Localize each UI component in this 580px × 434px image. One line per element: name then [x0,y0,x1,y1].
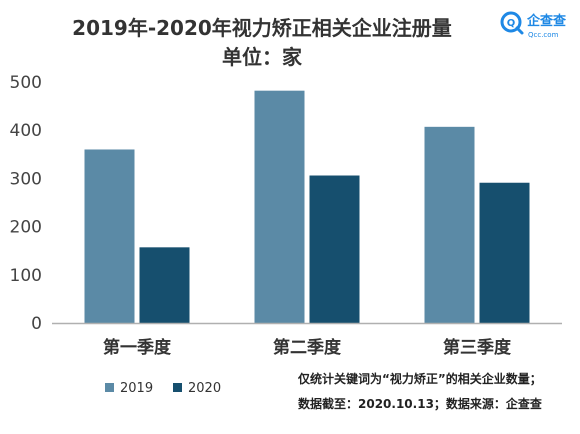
bar-2020-1 [139,247,190,323]
svg-text:Q: Q [507,18,516,29]
bar-2019-3 [424,126,475,324]
footnote-source: 数据截至：2020.10.13；数据来源：企查查 [298,396,543,411]
y-tick-label: 300 [10,169,42,189]
x-category-label: 第二季度 [273,337,342,358]
x-category-label: 第三季度 [443,337,512,358]
y-tick-label: 0 [31,314,42,334]
legend-label-2019: 2019 [120,381,153,396]
bar-2020-3 [479,182,530,323]
magnifier-logo-icon: Q [500,11,524,35]
y-tick-label: 100 [10,266,42,286]
bar-2019-1 [84,149,135,323]
legend-label-2020: 2020 [188,381,221,396]
y-axis: 0 100 200 300 400 500 [10,73,42,334]
y-tick-label: 500 [10,73,42,93]
legend: 2019 2020 [105,381,221,396]
x-axis-categories: 第一季度 第二季度 第三季度 [103,337,512,358]
bar-2020-2 [309,175,360,323]
legend-swatch-2020 [173,383,182,392]
footnote-scope: 仅统计关键词为“视力矫正”的相关企业数量； [297,371,542,386]
legend-swatch-2019 [105,383,114,392]
chart-title: 2019年-2020年视力矫正相关企业注册量 [72,16,452,40]
y-tick-label: 200 [10,218,42,238]
logo-name: 企查查 [526,13,567,29]
x-category-label: 第一季度 [103,337,172,358]
logo-domain: Qcc.com [528,31,559,39]
y-tick-label: 400 [10,121,42,141]
brand-logo: Q 企查查 Qcc.com [500,11,567,39]
chart-subtitle: 单位：家 [222,45,303,69]
bars [84,90,530,324]
bar-2019-2 [254,90,305,324]
